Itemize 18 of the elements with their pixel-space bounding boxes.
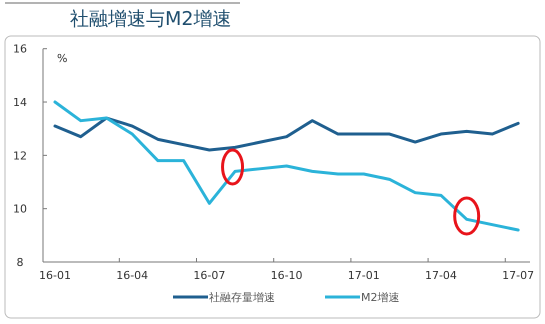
- y-tick-label: 8: [16, 256, 24, 269]
- title: 社融增速与M2增速: [70, 8, 232, 30]
- y-axis-title: %: [57, 52, 68, 65]
- line-series: [54, 116, 520, 152]
- y-tick-label: 10: [13, 202, 27, 216]
- legend-label: M2增速: [361, 291, 400, 304]
- x-tick-label: 16-01: [39, 269, 71, 282]
- x-tick-label: 16-07: [193, 269, 226, 282]
- x-tick-label: 17-04: [424, 269, 457, 282]
- line-series: [54, 100, 520, 232]
- legend-label: 社融存量增速: [209, 291, 275, 304]
- x-tick-label: 17-01: [348, 269, 380, 282]
- y-tick-label: 14: [13, 96, 27, 110]
- x-tick-label: 16-04: [116, 269, 148, 282]
- x-tick-label: 17-07: [502, 269, 534, 282]
- x-tick-label: 16-10: [270, 269, 303, 282]
- y-tick-label: 16: [13, 42, 27, 56]
- y-tick-label: 12: [13, 149, 27, 162]
